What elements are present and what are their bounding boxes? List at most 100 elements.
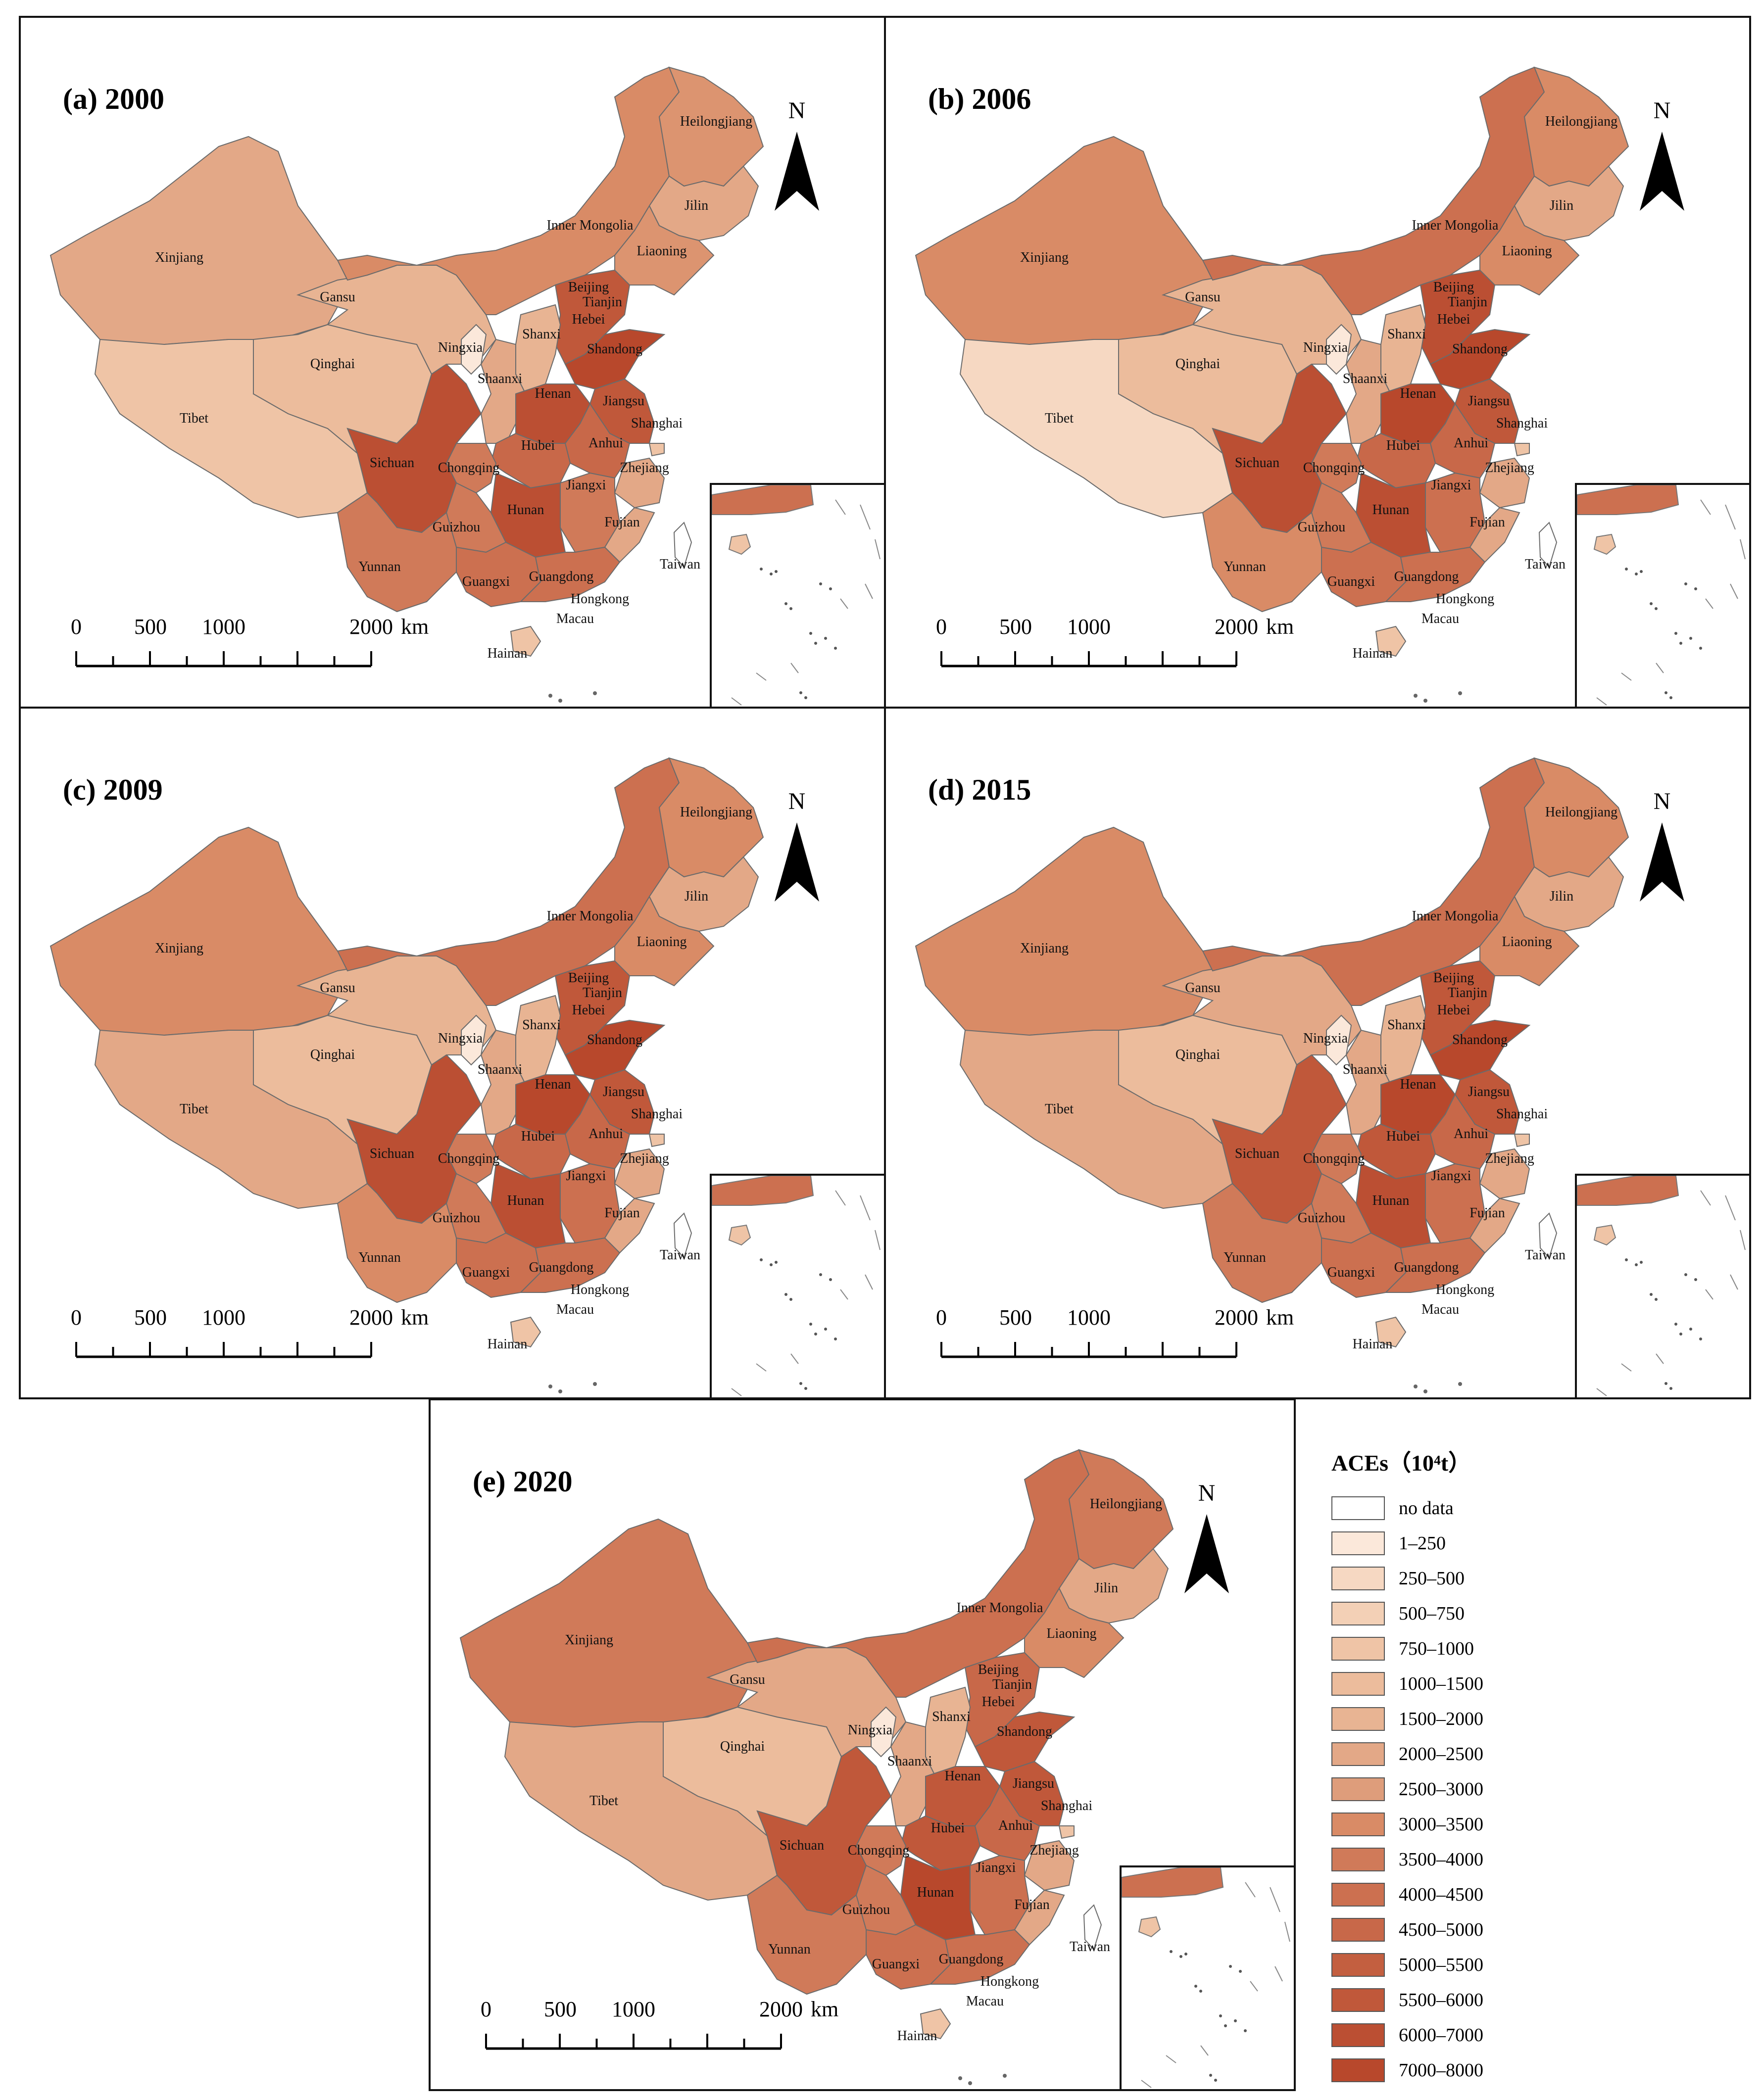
province-shanxi <box>925 1686 971 1777</box>
legend-label: 2000–2500 <box>1399 1743 1483 1765</box>
province-label: Chongqing <box>1303 460 1365 476</box>
island-dot <box>558 1389 562 1393</box>
province-xinjiang <box>49 826 353 1036</box>
inset-boundary <box>1656 663 1664 673</box>
province-label: Hainan <box>1352 646 1393 661</box>
legend-item: 250–500 <box>1331 1561 1737 1596</box>
province-shandong <box>974 1711 1076 1772</box>
legend-swatch <box>1331 1988 1385 2012</box>
province-label: Taiwan <box>1524 1247 1566 1263</box>
inset-island <box>1664 691 1667 694</box>
province-label: Inner Mongolia <box>546 908 634 924</box>
inset-island <box>789 607 792 610</box>
map-panel-e: Heilongjiang Jilin Liaoning Inner Mongolia X… <box>429 1398 1296 2091</box>
legend-swatch <box>1331 1847 1385 1871</box>
province-label: Tibet <box>589 1793 619 1809</box>
province-label: Shaanxi <box>477 1062 523 1077</box>
province-label: Fujian <box>1469 1205 1505 1221</box>
south-china-sea-inset <box>1575 1174 1749 1397</box>
province-label: Guangxi <box>1327 574 1375 589</box>
province-label: Anhui <box>588 1126 623 1142</box>
province-shanxi <box>1380 304 1426 395</box>
province-anhui <box>564 1094 631 1170</box>
province-label: Hubei <box>1386 1129 1420 1144</box>
province-label: Xinjiang <box>155 941 203 956</box>
province-label: Yunnan <box>1224 1250 1266 1265</box>
province-label: Jiangsu <box>1013 1776 1054 1791</box>
province-label: Fujian <box>1014 1897 1050 1912</box>
province-label: Zhejiang <box>620 1151 669 1166</box>
legend-item: 1000–1500 <box>1331 1666 1737 1701</box>
inset-hainan <box>728 533 751 555</box>
inset-island <box>770 1263 773 1266</box>
province-label: Shaanxi <box>1342 1062 1388 1077</box>
inset-hainan <box>1593 533 1616 555</box>
scale-tick-label: 2000 <box>349 1305 393 1330</box>
province-label: Hunan <box>917 1885 954 1900</box>
province-label: Hongkong <box>1435 1282 1495 1297</box>
inset-island <box>1679 642 1682 645</box>
province-label: Chongqing <box>847 1843 910 1858</box>
province-label: Jilin <box>684 198 709 213</box>
province-label: Beijing <box>978 1662 1019 1677</box>
inset-island <box>1219 2014 1222 2017</box>
scale-bar: 0 500 1000 2000 km <box>935 1305 1331 1364</box>
inset-island <box>1689 637 1692 640</box>
scale-tick-label: 500 <box>544 1997 577 2021</box>
province-taiwan <box>1538 522 1558 568</box>
scale-tick-label: 0 <box>71 615 82 639</box>
inset-island <box>1635 1263 1638 1266</box>
province-label: Heilongjiang <box>1545 805 1618 820</box>
legend-swatch <box>1331 1636 1385 1661</box>
inset-island <box>1674 1323 1677 1326</box>
inset-boundary <box>1250 1981 1258 1992</box>
province-label: Hebei <box>1437 312 1470 327</box>
province-label: Guizhou <box>432 1210 481 1226</box>
inset-boundary <box>1700 1190 1711 1206</box>
legend-item: 1–250 <box>1331 1526 1737 1561</box>
inset-hainan <box>1138 1916 1161 1938</box>
province-label: Henan <box>1400 386 1436 401</box>
province-label: Shanghai <box>631 416 683 431</box>
china-map <box>49 66 764 703</box>
province-label: Shandong <box>997 1724 1052 1739</box>
panel-title: (d) 2015 <box>928 773 1031 806</box>
legend-label: 1–250 <box>1399 1532 1446 1554</box>
province-label: Hongkong <box>570 591 630 607</box>
inset-island <box>814 1333 817 1336</box>
province-shanghai <box>648 443 665 457</box>
china-map <box>915 757 1629 1393</box>
inset-island <box>1664 1382 1667 1385</box>
map-panel-b: Heilongjiang Jilin Liaoning Inner Mongolia X… <box>884 16 1751 709</box>
province-hainan <box>510 1316 541 1348</box>
province-anhui <box>564 403 631 479</box>
province-label: Beijing <box>568 280 609 295</box>
legend-label: 7000–8000 <box>1399 2059 1483 2081</box>
china-map <box>459 1449 1174 2085</box>
province-label: Hubei <box>1386 438 1420 453</box>
inset-island <box>1694 587 1697 590</box>
inset-boundary <box>860 1195 871 1221</box>
province-label: Jiangsu <box>603 393 644 409</box>
province-label: Guangdong <box>938 1952 1004 1967</box>
inset-boundary <box>1730 1274 1738 1290</box>
inset-island <box>809 1323 812 1326</box>
province-label: Anhui <box>588 435 623 451</box>
inset-island <box>1640 570 1643 573</box>
legend-label: 1500–2000 <box>1399 1708 1483 1729</box>
province-anhui <box>974 1785 1040 1861</box>
north-label: N <box>788 788 806 814</box>
province-label: Hainan <box>487 1336 528 1352</box>
inset-island <box>1640 1261 1643 1264</box>
inset-island <box>809 632 812 635</box>
province-label: Jiangxi <box>566 1168 606 1184</box>
inset-boundary <box>1621 672 1632 681</box>
inset-island <box>1635 573 1638 575</box>
province-shandong <box>1429 1019 1531 1081</box>
province-taiwan <box>1538 1212 1558 1259</box>
province-hubei <box>490 1123 571 1180</box>
province-shanghai <box>1514 443 1530 457</box>
province-hainan <box>1375 1316 1407 1348</box>
province-label: Hebei <box>572 1002 605 1018</box>
legend-title: ACEs（10⁴t） <box>1331 1450 1471 1476</box>
